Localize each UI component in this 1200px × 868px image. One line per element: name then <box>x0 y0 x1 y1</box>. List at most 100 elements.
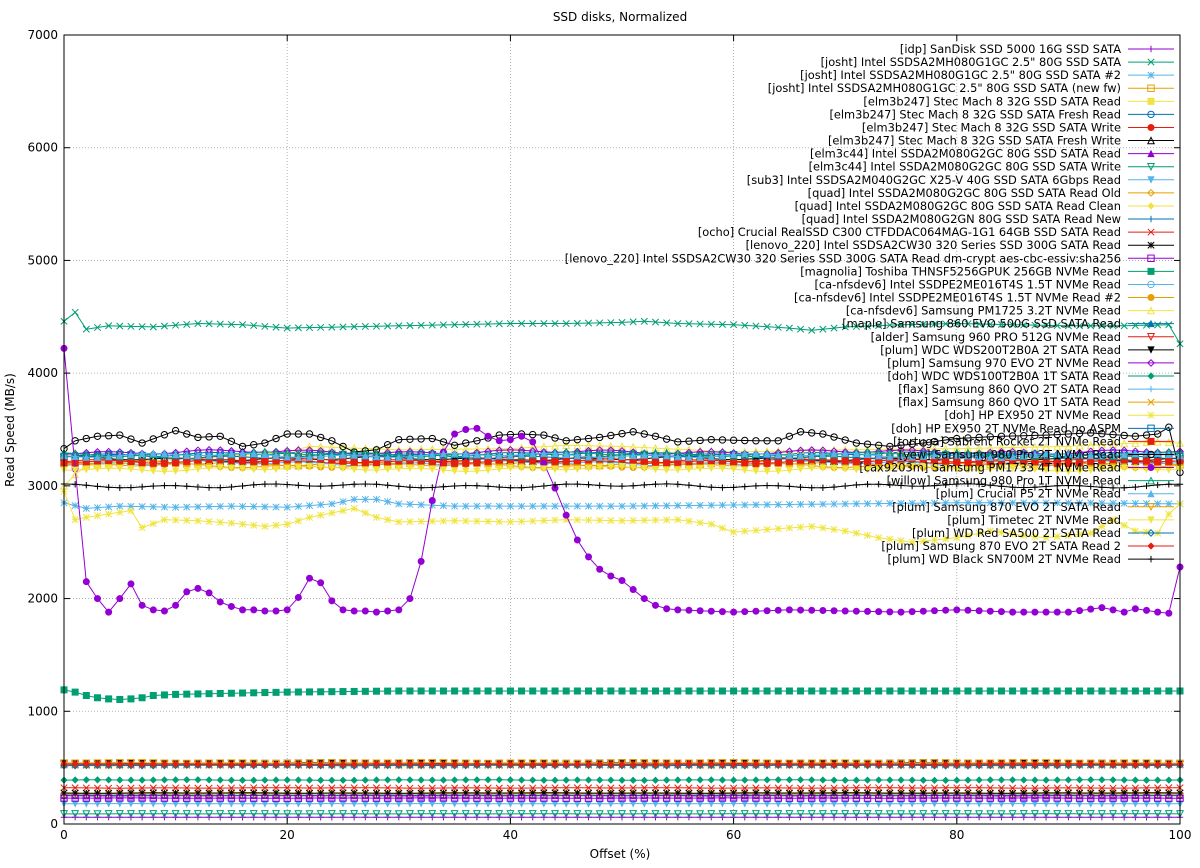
series-point <box>797 524 803 530</box>
x-tick-label: 0 <box>60 828 68 842</box>
series-point <box>552 688 558 694</box>
series-point <box>329 510 335 516</box>
legend-label: [tortuga] Sabrent Rocket 2T NVMe Read <box>893 434 1121 448</box>
series-point <box>329 688 335 694</box>
series-point <box>217 690 223 696</box>
series-point <box>451 431 457 437</box>
series-point <box>440 518 446 524</box>
series-point <box>429 790 435 796</box>
series-point <box>764 460 770 466</box>
series-point <box>507 688 513 694</box>
x-tick-label: 60 <box>726 828 741 842</box>
series-point <box>206 518 212 524</box>
series-point <box>753 460 759 466</box>
series-point <box>105 790 111 796</box>
x-axis-title: Offset (%) <box>590 847 651 861</box>
series-point <box>429 518 435 524</box>
series-point <box>853 688 859 694</box>
series-point <box>730 609 736 615</box>
series-point <box>842 608 848 614</box>
series-point <box>485 688 491 694</box>
series-point <box>172 504 178 510</box>
series-point <box>608 503 614 509</box>
series-point <box>496 438 502 444</box>
series-point <box>117 595 123 601</box>
series-point <box>942 688 948 694</box>
legend-marker <box>1148 72 1154 78</box>
series-point <box>139 524 145 530</box>
series-point <box>641 458 647 464</box>
series-point <box>1121 609 1127 615</box>
series-point <box>864 500 870 506</box>
series-point <box>842 528 848 534</box>
series-point <box>853 608 859 614</box>
series-point <box>485 518 491 524</box>
series-point <box>295 689 301 695</box>
series-point <box>251 522 257 528</box>
series-point <box>94 513 100 519</box>
series-point <box>1009 688 1015 694</box>
series-point <box>1009 790 1015 796</box>
series-point <box>585 554 591 560</box>
series-point <box>251 607 257 613</box>
series-point <box>94 595 100 601</box>
series-point <box>853 501 859 507</box>
series-point <box>1166 501 1172 507</box>
series-point <box>150 692 156 698</box>
series-point <box>831 501 837 507</box>
series-point <box>1065 688 1071 694</box>
series-point <box>362 608 368 614</box>
series-point <box>105 609 111 615</box>
series-point <box>273 504 279 510</box>
y-tick-label: 0 <box>50 817 58 831</box>
series-point <box>775 607 781 613</box>
series-point <box>306 502 312 508</box>
series-point <box>998 688 1004 694</box>
series-point <box>809 501 815 507</box>
legend-label: [yew] Samsung 980 Pro 2T NVMe Read <box>899 447 1121 461</box>
legend-marker <box>1148 464 1154 470</box>
series-point <box>686 502 692 508</box>
legend-marker <box>1148 438 1154 444</box>
series-point <box>1154 609 1160 615</box>
series-point <box>652 517 658 523</box>
series-point <box>775 525 781 531</box>
series-point <box>630 688 636 694</box>
series-point <box>340 507 346 513</box>
series-point <box>697 790 703 796</box>
series-point <box>1032 609 1038 615</box>
series-point <box>396 790 402 796</box>
series-point <box>407 519 413 525</box>
series-point <box>641 517 647 523</box>
series-point <box>1032 790 1038 796</box>
series-point <box>820 525 826 531</box>
series-point <box>697 519 703 525</box>
legend-marker <box>1148 412 1154 418</box>
series-point <box>686 607 692 613</box>
series-point <box>351 505 357 511</box>
legend-label: [alder] Samsung 960 PRO 512G NVMe Read <box>871 330 1121 344</box>
series-point <box>396 607 402 613</box>
series-point <box>954 607 960 613</box>
series-point <box>864 532 870 538</box>
series-point <box>753 608 759 614</box>
series-point <box>764 501 770 507</box>
series-point <box>195 504 201 510</box>
series-point <box>83 692 89 698</box>
series-point <box>518 688 524 694</box>
series-point <box>641 688 647 694</box>
series-point <box>384 516 390 522</box>
series-point <box>172 602 178 608</box>
series-point <box>284 689 290 695</box>
legend-label: [lenovo_220] Intel SSDSA2CW30 320 Series… <box>565 251 1121 265</box>
series-point <box>563 512 569 518</box>
series-point <box>496 688 502 694</box>
series-point <box>697 502 703 508</box>
series-point <box>619 577 625 583</box>
series-point <box>161 516 167 522</box>
series-point <box>920 608 926 614</box>
series-point <box>1099 604 1105 610</box>
series-point <box>675 607 681 613</box>
legend-label: [josht] Intel SSDSA2MH080G1GC 2.5" 80G S… <box>821 55 1122 69</box>
legend-label: [flax] Samsung 860 QVO 2T SATA Read <box>898 382 1121 396</box>
